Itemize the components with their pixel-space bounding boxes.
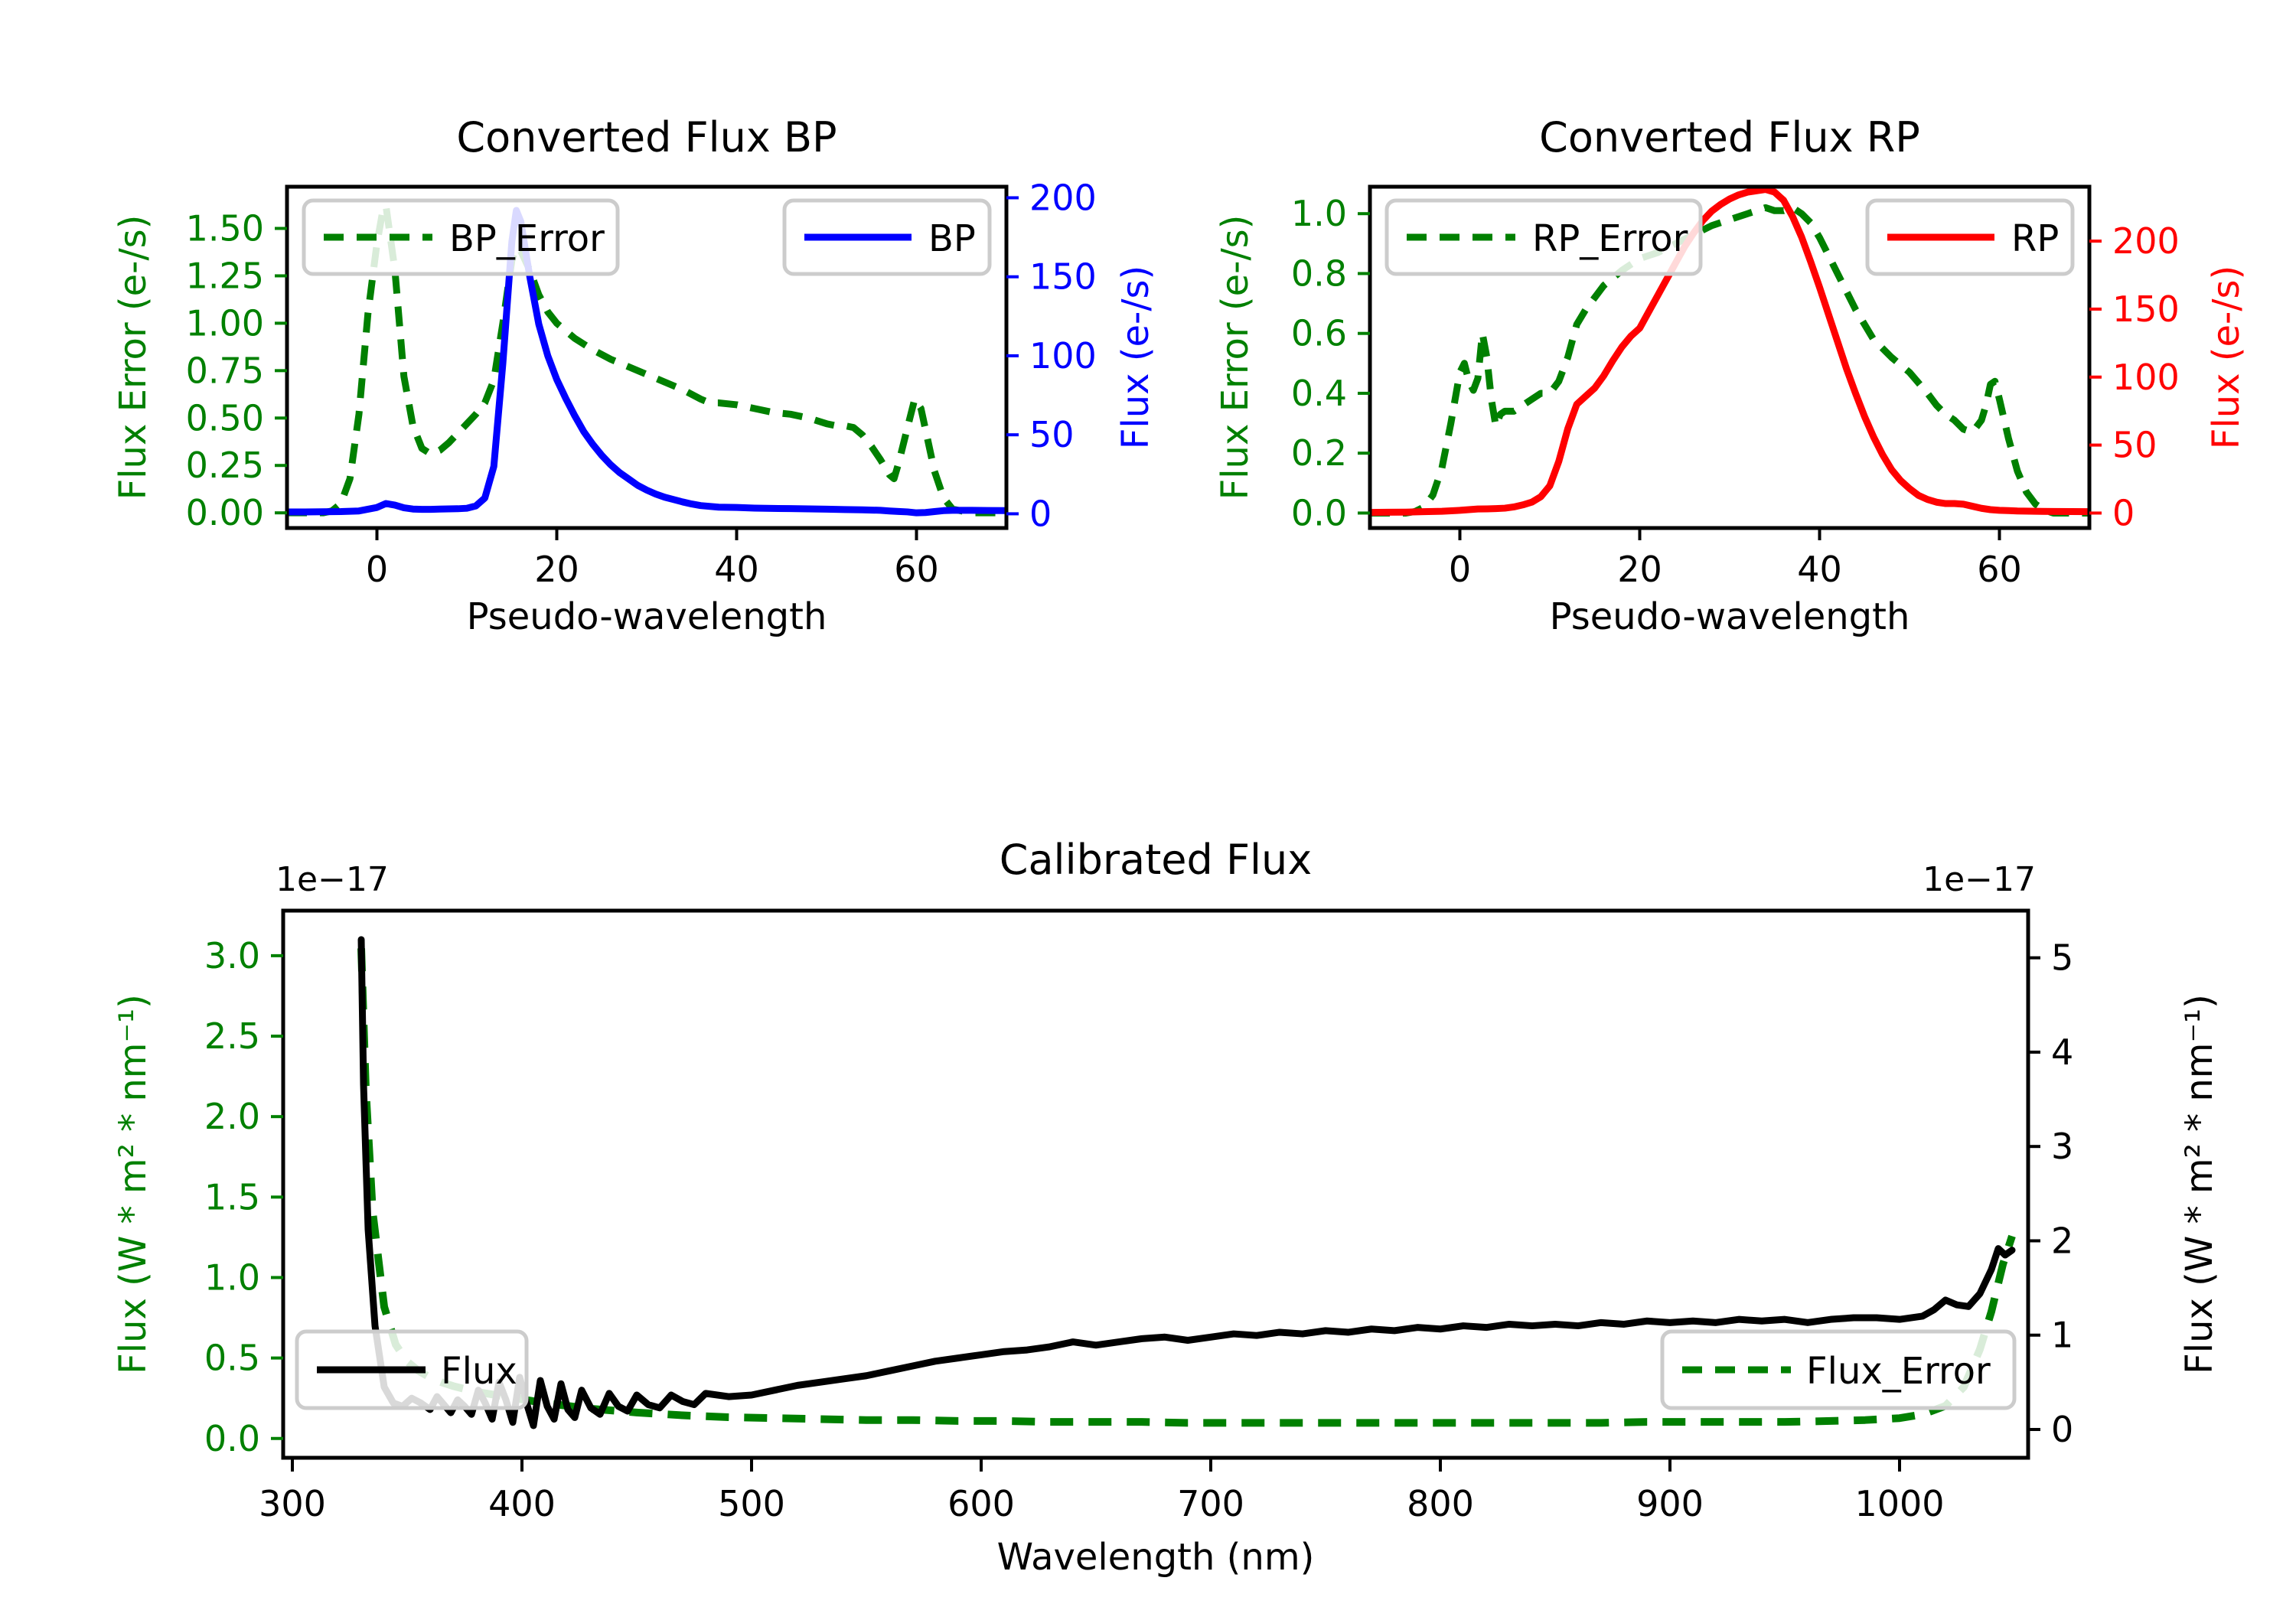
rp-ytick-right-label: 0 xyxy=(2112,492,2135,533)
calibrated-xtick-label: 400 xyxy=(488,1483,556,1524)
panel-calibrated-flux: Calibrated Flux 1e−17 1e−17 0.0 0.5 1.0 1.5 2.0… xyxy=(112,836,2221,1579)
bp-ytick-left-label: 0.00 xyxy=(186,492,264,533)
calibrated-ytick-left-label: 2.0 xyxy=(204,1096,260,1137)
rp-ytick-right-label: 150 xyxy=(2112,288,2180,330)
bp-legend-error-box xyxy=(302,198,620,276)
rp-legend-error-label: RP_Error xyxy=(1532,217,1688,260)
rp-ytick-left-label: 0.2 xyxy=(1291,432,1347,474)
bp-ytick-left-label: 1.25 xyxy=(186,255,264,296)
calibrated-legend-flux-label: Flux xyxy=(441,1350,517,1393)
bp-xaxis-label: Pseudo-wavelength xyxy=(467,595,827,638)
calibrated-ytick-left-label: 0.0 xyxy=(204,1418,260,1459)
bp-curves xyxy=(287,202,1006,517)
bp-xtick-label: 60 xyxy=(894,549,939,590)
panel-converted-flux-rp: Converted Flux RP 0.0 0.2 0.4 0.6 0.8 1.0 0 50 10… xyxy=(1214,113,2248,638)
calibrated-legend-flux-error: Flux_Error xyxy=(1660,1329,2017,1410)
panel-converted-flux-bp: Converted Flux BP 0.00 0.25 0.50 0.75 1.00 1.2… xyxy=(112,113,1157,638)
bp-error-curve xyxy=(287,202,1006,517)
bp-ytick-left-label: 0.50 xyxy=(186,397,264,438)
rp-ytick-left-label: 1.0 xyxy=(1291,193,1347,234)
rp-axes-frame-spine xyxy=(1368,184,2092,530)
calibrated-ytick-left-label: 2.5 xyxy=(204,1015,260,1057)
bp-ytick-left-label: 1.50 xyxy=(186,208,264,249)
calibrated-ytick-right-label: 2 xyxy=(2051,1220,2073,1261)
rp-flux-curve xyxy=(1370,187,2089,517)
calibrated-xtick-label: 500 xyxy=(718,1483,785,1524)
rp-xtick-label: 20 xyxy=(1617,549,1662,590)
rp-ytick-left-label: 0.4 xyxy=(1291,373,1347,414)
bp-legend-error: BP_Error xyxy=(302,198,620,276)
bp-xtick-label: 0 xyxy=(366,549,388,590)
rp-xaxis-label: Pseudo-wavelength xyxy=(1550,595,1910,638)
calibrated-xtick-label: 700 xyxy=(1177,1483,1244,1524)
calibrated-ytick-left-label: 3.0 xyxy=(204,935,260,976)
calibrated-ytick-left-label: 1.5 xyxy=(204,1176,260,1217)
rp-legend-flux-label: RP xyxy=(2011,217,2059,260)
rp-xtick-label: 60 xyxy=(1977,549,2022,590)
bp-ytick-left-label: 0.25 xyxy=(186,445,264,486)
bp-ytick-right-label: 50 xyxy=(1029,414,1075,455)
calibrated-yaxis-left-label: Flux (W * m² * nm⁻¹) xyxy=(112,994,155,1374)
calibrated-axes-frame xyxy=(281,908,2030,1460)
rp-yaxis-right-label: Flux (e-/s) xyxy=(2205,266,2248,450)
calibrated-ytick-right-label: 1 xyxy=(2051,1315,2073,1356)
bp-axes-frame xyxy=(285,184,1009,530)
rp-legend-error-box xyxy=(1384,198,1703,276)
calibrated-xtick-label: 800 xyxy=(1407,1483,1474,1524)
bp-panel-title: Converted Flux BP xyxy=(456,113,837,161)
rp-ytick-left-label: 0.6 xyxy=(1291,313,1347,354)
bp-axes-frame-spine xyxy=(285,184,1009,530)
bp-yaxis-left-label: Flux Error (e-/s) xyxy=(112,215,155,500)
rp-panel-title: Converted Flux RP xyxy=(1539,113,1920,161)
rp-xtick-label: 40 xyxy=(1797,549,1842,590)
calibrated-ytick-right-label: 4 xyxy=(2051,1032,2073,1073)
rp-axes-frame xyxy=(1368,184,2092,530)
calibrated-xtick-label: 900 xyxy=(1636,1483,1704,1524)
bp-legend-flux-label: BP xyxy=(928,217,976,260)
bp-legend-flux: BP xyxy=(782,198,992,276)
rp-ytick-right-label: 200 xyxy=(2112,220,2180,262)
rp-ytick-left-label: 0.0 xyxy=(1291,492,1347,533)
calibrated-xtick-label: 300 xyxy=(259,1483,326,1524)
rp-xtick-label: 0 xyxy=(1449,549,1471,590)
bp-ytick-left-label: 1.00 xyxy=(186,302,264,344)
rp-legend-flux: RP xyxy=(1865,198,2075,276)
calibrated-legend-flux-error-label: Flux_Error xyxy=(1806,1350,1991,1393)
bp-ytick-right-label: 150 xyxy=(1029,256,1097,298)
bp-ytick-right-label: 200 xyxy=(1029,177,1097,218)
rp-curves xyxy=(1370,187,2089,517)
bp-ytick-right-label: 0 xyxy=(1029,493,1052,534)
rp-yaxis-left-label: Flux Error (e-/s) xyxy=(1214,215,1257,500)
bp-ytick-right-label: 100 xyxy=(1029,335,1097,376)
rp-error-curve xyxy=(1370,204,2089,517)
calibrated-right-offset-text: 1e−17 xyxy=(1923,860,2036,899)
bp-xtick-label: 40 xyxy=(714,549,759,590)
calibrated-ytick-left-label: 0.5 xyxy=(204,1338,260,1379)
bp-legend-error-label: BP_Error xyxy=(449,217,605,260)
calibrated-xaxis-label: Wavelength (nm) xyxy=(997,1536,1315,1579)
bp-xtick-label: 20 xyxy=(534,549,579,590)
rp-ytick-right-label: 100 xyxy=(2112,357,2180,398)
calibrated-ytick-left-label: 1.0 xyxy=(204,1257,260,1298)
calibrated-ytick-right-label: 5 xyxy=(2051,937,2073,979)
calibrated-yaxis-right-label: Flux (W * m² * nm⁻¹) xyxy=(2178,994,2221,1374)
rp-ytick-right-label: 50 xyxy=(2112,425,2157,466)
calibrated-ytick-right-label: 3 xyxy=(2051,1126,2073,1167)
bp-ytick-left-label: 0.75 xyxy=(186,350,264,391)
bp-yaxis-right-label: Flux (e-/s) xyxy=(1114,266,1157,450)
calibrated-flux-curve xyxy=(357,936,2016,1429)
calibrated-legend-flux: Flux xyxy=(295,1329,529,1410)
rp-ytick-left-label: 0.8 xyxy=(1291,253,1347,294)
calibrated-panel-title: Calibrated Flux xyxy=(1000,836,1312,884)
calibrated-axes-frame-spine xyxy=(281,908,2030,1460)
calibrated-xtick-label: 600 xyxy=(947,1483,1015,1524)
calibrated-left-offset-text: 1e−17 xyxy=(276,860,389,899)
calibrated-xtick-label: 1000 xyxy=(1854,1483,1944,1524)
rp-legend-error: RP_Error xyxy=(1384,198,1703,276)
calibrated-ytick-right-label: 0 xyxy=(2051,1409,2073,1450)
calibrated-legend-flux-error-box xyxy=(1660,1329,2017,1410)
bp-flux-curve xyxy=(287,207,1006,517)
